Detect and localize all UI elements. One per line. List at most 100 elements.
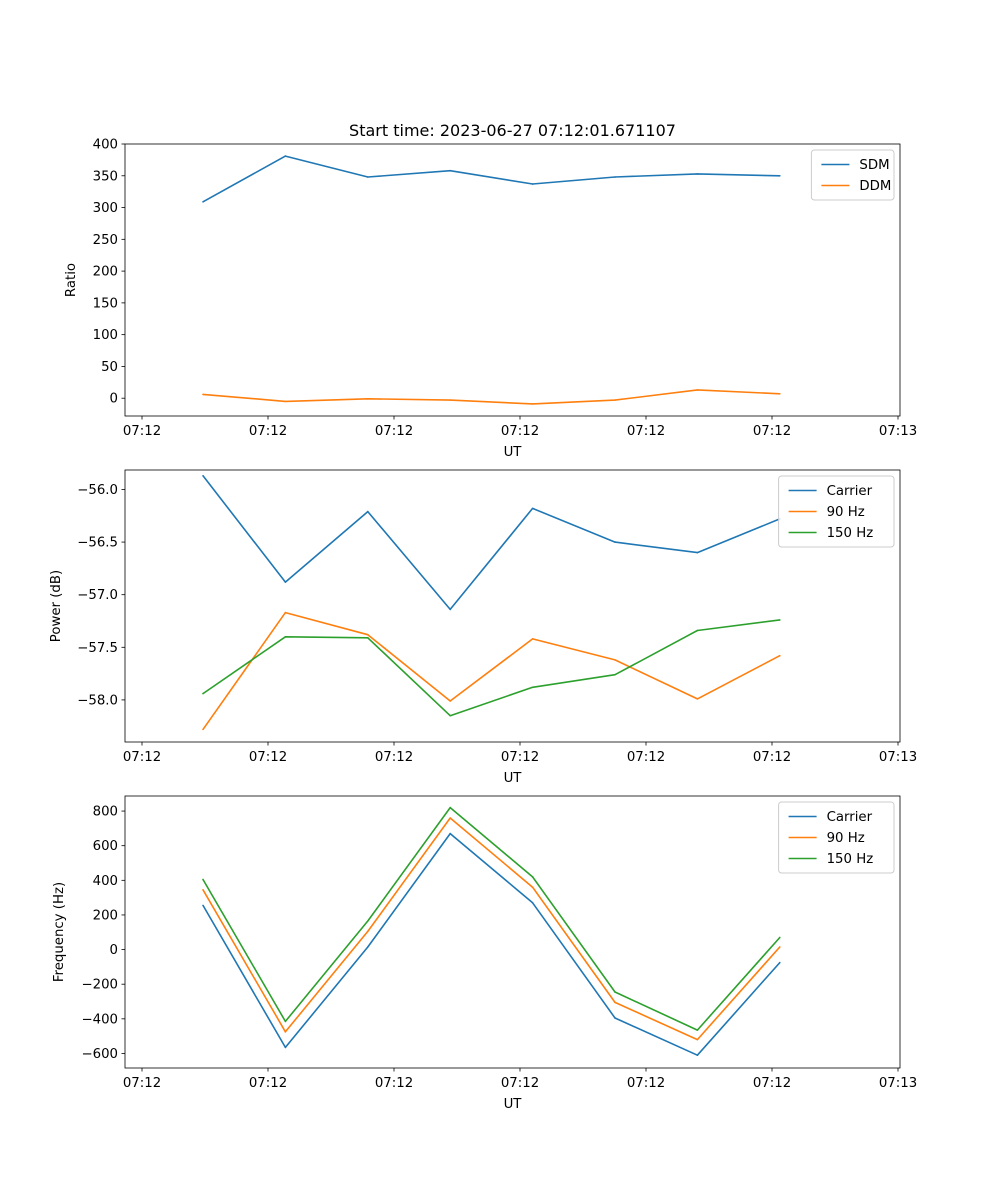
data-point-150-hz [531,686,534,689]
data-point-90-hz [779,654,781,657]
chart-panel-1: 07:12 07:12 07:12 07:12 07:12 07:12 07:13 0 50 10… [64,138,917,461]
x-tick-label: 07:13 [879,750,917,765]
data-point-carrier [531,902,534,904]
y-tick-label: 150 [93,296,118,311]
y-tick-label: 400 [93,874,118,889]
y-tick-label: −56.5 [77,536,118,551]
data-point-150-hz [284,1020,287,1023]
data-point-90-hz [284,1031,287,1033]
data-point-150-hz [202,878,204,881]
data-point-150-hz [696,629,699,632]
y-tick-label: 800 [93,805,118,820]
y-tick-label: 200 [93,908,118,923]
y-tick-label: −57.0 [77,588,118,603]
x-tick-label: 07:12 [375,750,413,765]
data-point-90-hz [284,611,287,614]
data-point-carrier [367,946,369,948]
data-point-carrier [367,510,369,513]
series-line-150-hz [202,619,780,717]
legend-label: Carrier [827,810,873,825]
data-point-carrier [779,961,781,964]
y-tick-label: 400 [93,138,118,153]
data-point-carrier [696,1054,699,1056]
plot-frame [124,795,901,1069]
data-point-150-hz [449,806,452,809]
y-tick-label: 600 [93,839,118,854]
panels: 07:12 07:12 07:12 07:12 07:12 07:12 07:13 0 50 10… [49,138,917,1113]
data-point-90-hz [202,889,204,891]
y-tick-label: 350 [93,169,118,184]
x-tick-label: 07:12 [123,424,161,439]
data-point-ddm [531,403,534,405]
series-line-90-hz [202,817,781,1041]
x-tick-label: 07:12 [375,424,413,439]
y-tick-label: 0 [110,943,118,958]
y-tick-label: −58.0 [77,693,118,708]
data-point-ddm [202,393,204,396]
data-point-sdm [284,155,287,157]
x-tick-label: 07:12 [501,1076,539,1091]
data-point-150-hz [449,714,452,717]
data-point-sdm [367,176,369,178]
data-point-90-hz [367,930,369,933]
x-tick-label: 07:12 [249,1076,287,1091]
series-line-carrier [202,475,781,611]
x-tick-label: 07:12 [249,750,287,765]
data-point-90-hz [614,659,616,661]
data-point-carrier [449,832,452,835]
data-point-90-hz [449,817,452,819]
data-point-carrier [449,608,452,611]
data-point-90-hz [779,946,781,948]
legend-label: 150 Hz [827,526,874,541]
data-point-150-hz [284,635,287,638]
data-point-90-hz [449,700,452,702]
y-axis-label: Frequency (Hz) [52,882,67,982]
x-tick-label: 07:13 [879,1076,917,1091]
data-point-150-hz [779,619,781,621]
data-point-150-hz [367,920,369,922]
plot-frame [124,469,901,743]
data-point-90-hz [531,886,534,889]
y-tick-label: −200 [81,978,118,993]
y-tick-label: 0 [110,392,118,407]
data-point-150-hz [614,991,616,993]
x-axis-label: UT [504,771,523,786]
data-point-150-hz [696,1029,699,1031]
x-tick-label: 07:12 [501,424,539,439]
y-tick-label: 200 [93,265,118,280]
data-point-ddm [449,399,452,401]
y-tick-label: −600 [81,1047,118,1062]
y-tick-label: −400 [81,1012,118,1027]
legend-box [778,801,895,874]
x-tick-label: 07:13 [879,424,917,439]
figure-title: Start time: 2023-06-27 07:12:01.671107 [349,121,676,140]
x-tick-label: 07:12 [249,424,287,439]
data-point-carrier [614,1017,616,1019]
x-tick-label: 07:12 [627,750,665,765]
series-line-ddm [202,389,780,405]
chart-panel-2: 07:12 07:12 07:12 07:12 07:12 07:12 07:13 −56.0… [49,469,917,786]
legend-label: Carrier [827,484,873,499]
x-tick-label: 07:12 [753,1076,791,1091]
data-point-90-hz [696,698,699,700]
series-line-150-hz [202,806,781,1031]
data-point-carrier [284,581,287,583]
x-tick-label: 07:12 [627,424,665,439]
y-tick-label: 50 [101,360,118,375]
legend-label: 150 Hz [827,852,874,867]
x-tick-label: 07:12 [123,1076,161,1091]
data-point-sdm [696,173,699,175]
data-point-ddm [696,389,699,391]
data-point-sdm [614,176,616,178]
y-tick-label: −57.5 [77,641,118,656]
legend-label: DDM [859,179,891,194]
legend-box [810,149,895,201]
data-point-90-hz [202,728,204,731]
data-point-150-hz [531,876,534,878]
chart-panel-3: 07:12 07:12 07:12 07:12 07:12 07:12 07:13 −600 −… [52,795,917,1112]
data-point-150-hz [367,637,369,639]
y-axis-label: Power (dB) [49,570,64,642]
y-tick-label: 300 [93,201,118,216]
data-point-90-hz [367,633,369,636]
